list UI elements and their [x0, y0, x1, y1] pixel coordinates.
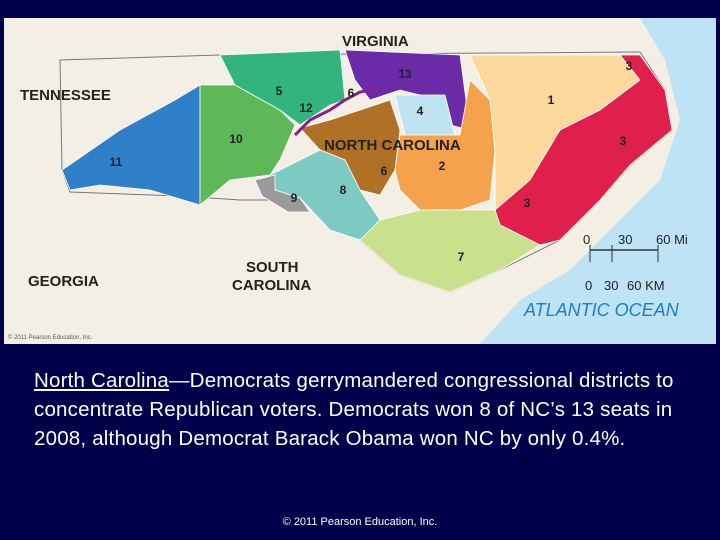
district-label: 4	[417, 104, 424, 118]
district-label: 3	[620, 134, 627, 148]
scale-label: 0	[583, 232, 590, 247]
district-9	[254, 174, 311, 213]
district-4	[394, 94, 456, 136]
district-label: 1	[548, 93, 555, 107]
district-5	[219, 49, 346, 126]
caption: North Carolina—Democrats gerrymandered c…	[34, 366, 704, 453]
district-label: 5	[276, 84, 283, 98]
district-6	[299, 99, 401, 196]
district-label: 6	[348, 86, 355, 100]
districts	[61, 49, 673, 293]
caption-link[interactable]: North Carolina	[34, 369, 169, 392]
district-label: 7	[458, 250, 465, 264]
district-label: 10	[229, 132, 243, 146]
district-2	[394, 79, 496, 211]
district-label: 12	[299, 101, 313, 115]
scale-label: 60 KM	[627, 278, 665, 293]
state-label: NORTH CAROLINA	[324, 137, 461, 154]
state-border	[59, 51, 673, 293]
map-credit: © 2011 Pearson Education, Inc.	[8, 334, 93, 341]
state-label: GEORGIA	[28, 273, 99, 290]
map: VIRGINIA TENNESSEE NORTH CAROLINA GEORGI…	[4, 18, 716, 344]
footer: © 2011 Pearson Education, Inc.	[282, 516, 438, 528]
district-label: 6	[381, 164, 388, 178]
ocean	[480, 18, 716, 344]
caption-text: —Democrats gerrymandered congressional d…	[34, 369, 674, 450]
district-label: 11	[110, 155, 123, 169]
scale-label: 0	[585, 278, 592, 293]
district-label: 2	[439, 159, 446, 173]
state-label: TENNESSEE	[20, 87, 111, 104]
district-label: 3	[524, 196, 531, 210]
ocean-label: ATLANTIC OCEAN	[523, 300, 680, 320]
state-label: VIRGINIA	[342, 33, 409, 50]
district-label: 13	[398, 67, 412, 81]
district-label: 3	[626, 59, 633, 73]
district-label: 9	[291, 191, 298, 205]
state-label: CAROLINA	[232, 277, 311, 294]
scale-label: 30	[618, 232, 632, 247]
scale-label: 60 Mi	[656, 232, 688, 247]
state-label: SOUTH	[246, 259, 299, 276]
district-12	[293, 86, 381, 137]
scale-bar: 0 30 60 Mi 0 30 60 KM	[583, 232, 688, 293]
scale-label: 30	[604, 278, 618, 293]
district-label: 8	[340, 183, 347, 197]
